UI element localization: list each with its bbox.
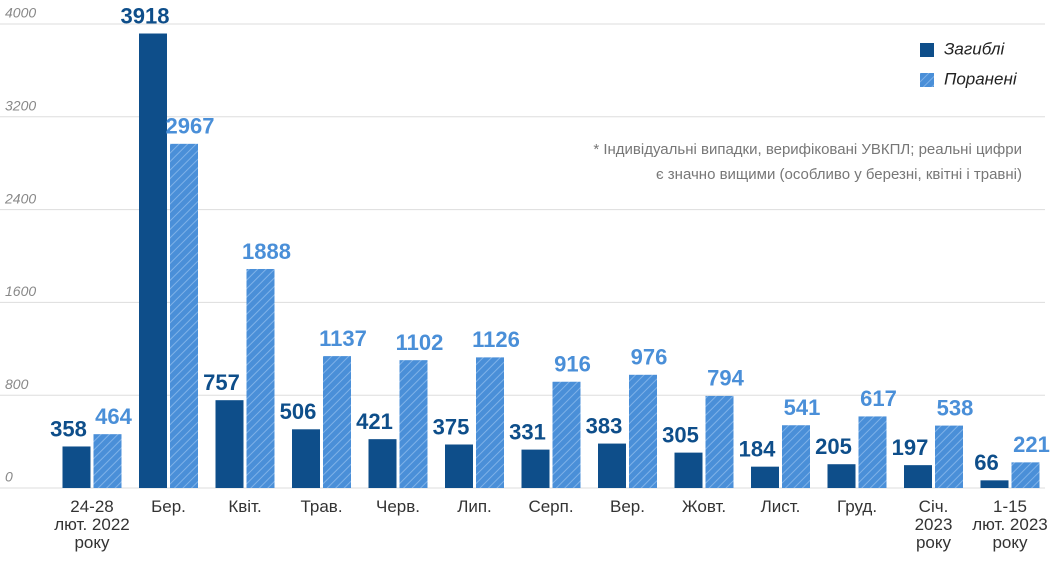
note: є значно вищими (особливо у березні, кві… xyxy=(656,166,1022,183)
bar xyxy=(935,425,963,488)
x-tick-line: 2023 xyxy=(915,515,953,534)
x-tick-line: Жовт. xyxy=(682,497,726,516)
value-label: 506 xyxy=(280,399,317,424)
x-tick-label: Черв. xyxy=(376,497,420,516)
bar xyxy=(292,429,320,488)
value-label: 197 xyxy=(892,435,929,460)
x-tick-line: лют. 2023 xyxy=(972,515,1047,534)
bar xyxy=(476,357,504,488)
x-tick-line: лют. 2022 xyxy=(54,515,129,534)
value-label: 538 xyxy=(937,395,974,420)
x-tick-line: Черв. xyxy=(376,497,420,516)
value-label: 617 xyxy=(860,386,897,411)
value-label: 757 xyxy=(203,370,240,395)
x-tick-line: Квіт. xyxy=(228,497,261,516)
value-label: 205 xyxy=(815,434,852,459)
value-label: 976 xyxy=(631,345,668,370)
value-label: 331 xyxy=(509,419,546,444)
legend-label: Загиблі xyxy=(944,39,1006,58)
y-tick-label: 1600 xyxy=(5,283,36,299)
value-label: 1126 xyxy=(472,327,520,352)
x-tick-label: 24-28 лют. 2022 року xyxy=(54,497,129,552)
value-label: 221 xyxy=(1013,432,1050,457)
bar xyxy=(674,452,703,488)
value-label: 1102 xyxy=(396,330,444,355)
bar xyxy=(782,425,810,488)
x-tick-line: Лип. xyxy=(457,497,492,516)
x-tick-label: Серп. xyxy=(528,497,573,516)
value-label: 794 xyxy=(707,366,744,391)
bar xyxy=(215,400,244,488)
value-label: 66 xyxy=(974,450,998,475)
value-label: 541 xyxy=(784,395,821,420)
bar xyxy=(368,439,397,488)
x-tick-label: Бер. xyxy=(151,497,186,516)
bar xyxy=(521,449,550,488)
x-tick-label: Лист. xyxy=(761,497,801,516)
x-tick-line: року xyxy=(74,533,110,552)
x-tick-line: Вер. xyxy=(610,497,645,516)
value-label: 184 xyxy=(739,436,776,461)
y-tick-label: 800 xyxy=(5,376,29,392)
x-tick-line: Груд. xyxy=(837,497,877,516)
x-tick-label: Жовт. xyxy=(682,497,726,516)
legend-swatch xyxy=(920,73,934,87)
x-tick-label: Лип. xyxy=(457,497,492,516)
bar xyxy=(445,444,473,488)
bar xyxy=(827,464,856,488)
bar xyxy=(62,446,91,488)
value-label: 2967 xyxy=(166,114,215,139)
x-tick-label: Трав. xyxy=(300,497,342,516)
bar xyxy=(598,443,626,488)
x-tick-line: Серп. xyxy=(528,497,573,516)
legend-label: Поранені xyxy=(944,69,1018,88)
x-tick-line: року xyxy=(992,533,1028,552)
x-tick-line: Січ. xyxy=(919,497,949,516)
bar xyxy=(751,466,779,488)
x-tick-label: Груд. xyxy=(837,497,877,516)
bar xyxy=(858,416,887,488)
x-tick-label: Січ. 2023 року xyxy=(915,497,953,552)
bar xyxy=(1011,462,1040,488)
x-tick-line: 24-28 xyxy=(70,497,113,516)
bar xyxy=(323,356,351,488)
bar xyxy=(399,360,428,488)
bar xyxy=(139,33,167,489)
bar xyxy=(93,434,122,488)
value-label: 383 xyxy=(586,413,623,438)
x-tick-line: 1-15 xyxy=(993,497,1027,516)
value-label: 421 xyxy=(356,409,393,434)
value-label: 358 xyxy=(50,416,87,441)
value-label: 3918 xyxy=(121,3,170,28)
y-tick-label: 0 xyxy=(5,469,13,485)
note: * Індивідуальні випадки, верифіковані УВ… xyxy=(593,141,1022,158)
y-tick-label: 3200 xyxy=(5,98,36,114)
y-tick-label: 2400 xyxy=(4,190,36,206)
x-tick-label: Вер. xyxy=(610,497,645,516)
value-label: 1888 xyxy=(242,239,291,264)
bar xyxy=(170,143,198,488)
bar xyxy=(705,395,734,488)
bar xyxy=(980,480,1009,488)
y-tick-label: 4000 xyxy=(5,5,36,21)
x-tick-label: 1-15 лют. 2023 року xyxy=(972,497,1047,552)
x-tick-line: Лист. xyxy=(761,497,801,516)
bar xyxy=(904,465,932,488)
legend-swatch xyxy=(920,43,934,57)
bar xyxy=(246,268,275,488)
value-label: 305 xyxy=(662,422,699,447)
value-label: 464 xyxy=(95,404,132,429)
value-label: 1137 xyxy=(319,326,367,351)
value-label: 375 xyxy=(433,414,470,439)
bar xyxy=(552,381,581,488)
bar xyxy=(629,374,657,488)
x-tick-line: року xyxy=(916,533,952,552)
x-tick-label: Квіт. xyxy=(228,497,261,516)
x-tick-line: Бер. xyxy=(151,497,186,516)
value-label: 916 xyxy=(554,352,591,377)
x-tick-line: Трав. xyxy=(300,497,342,516)
